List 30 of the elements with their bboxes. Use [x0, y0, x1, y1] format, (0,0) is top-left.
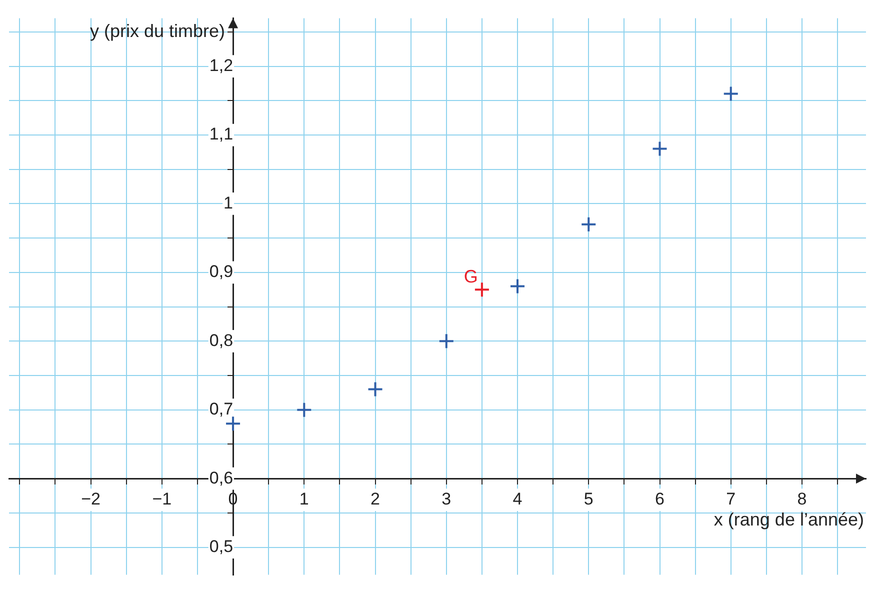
x-tick-label: 8: [797, 489, 807, 508]
y-tick-label: 1,1: [209, 124, 234, 144]
point: [580, 216, 597, 232]
point: [510, 278, 526, 294]
y-tick-label: 1: [224, 193, 234, 212]
y-tick-label: 1,2: [209, 56, 234, 75]
x-tick-label: 5: [584, 489, 594, 508]
x-tick-label: 4: [512, 489, 522, 508]
point: [652, 140, 668, 157]
x-tick-label: −2: [81, 489, 100, 508]
x-tick-label: 2: [370, 489, 380, 508]
point: [296, 402, 312, 418]
y-tick-label: 0,6: [209, 468, 234, 488]
x-tick-label: −1: [152, 489, 172, 508]
x-tick-label: 6: [655, 489, 664, 508]
x-tick-label: 1: [299, 489, 309, 508]
y-tick-label: 0,5: [209, 537, 234, 556]
y-axis-title: y (prix du timbre): [90, 21, 226, 42]
y-tick-label: 0,7: [209, 400, 234, 419]
y-tick-label: 0,8: [209, 330, 234, 350]
point: [438, 333, 454, 350]
point: [225, 416, 242, 432]
y-tick-label: 0,9: [209, 262, 234, 282]
x-tick-label: 3: [442, 489, 452, 508]
x-tick-label: 7: [726, 489, 736, 508]
x-axis-title: x (rang de l’année): [714, 510, 864, 530]
series-label: G: [464, 266, 478, 287]
point: [474, 282, 490, 298]
point: [722, 86, 739, 102]
point: [367, 381, 384, 398]
